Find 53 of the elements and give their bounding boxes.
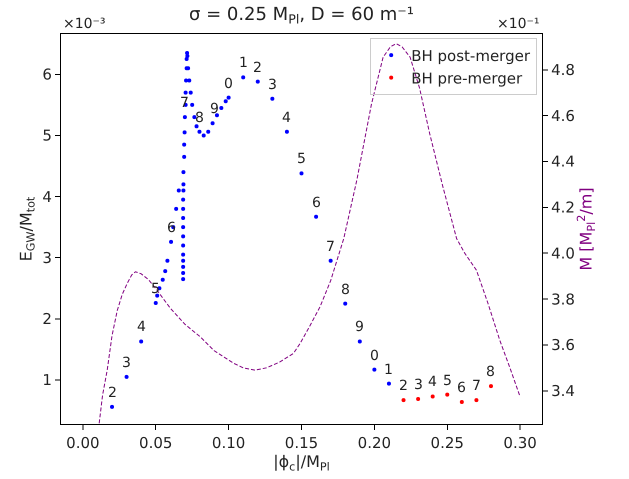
chart-title: σ = 0.25 M$_{Pl}$, D = 60 m⁻¹	[188, 4, 414, 27]
annotation: 6	[312, 195, 321, 211]
annotation: 1	[384, 362, 393, 378]
y-tick-label: 3	[42, 248, 52, 267]
y-tick-label: 5	[42, 126, 52, 145]
y-tick-label: 1	[42, 371, 52, 390]
annotation: 1	[239, 55, 248, 71]
x-tick-label: 0.20	[358, 434, 392, 452]
y2-tick-label: 4.2	[551, 198, 575, 217]
annotation: 9	[355, 319, 364, 335]
x-tick-label: 0.10	[212, 434, 246, 452]
annotation: 4	[282, 110, 291, 126]
x-tick-label: 0.05	[139, 434, 172, 452]
x-axis-title: |ϕ$_{c}$|/M$_{Pl}$	[273, 452, 330, 474]
annotation: 6	[167, 220, 176, 236]
y2-tick-label: 4.6	[551, 106, 575, 125]
y2-tick-label: 4.8	[551, 61, 575, 80]
y2-tick-label: 3.4	[551, 382, 575, 400]
y-tick-label: 6	[42, 66, 52, 84]
x-tick-label: 0.15	[284, 434, 318, 452]
annotation: 7	[472, 378, 481, 394]
annotation: 2	[253, 60, 262, 76]
annotation: 3	[122, 355, 131, 371]
y2-tick-label: 4.4	[551, 152, 575, 171]
annotation: 0	[224, 76, 233, 92]
annotation: 5	[443, 373, 452, 389]
x-tick-label: 0.30	[503, 434, 537, 452]
x-tick-label: 0.00	[66, 434, 100, 452]
annotation: 8	[486, 364, 495, 380]
y2-tick-label: 4.0	[551, 244, 575, 262]
annotation: 7	[326, 239, 335, 255]
annotation: 7	[180, 95, 189, 111]
annotation: 3	[414, 377, 423, 393]
annotation: 8	[195, 110, 204, 126]
annotation: 4	[137, 319, 146, 335]
text: ×10⁻¹	[497, 16, 540, 32]
y2-tick-label: 3.6	[551, 336, 575, 354]
y-tick-label: 2	[42, 310, 52, 328]
x-tick-label: 0.25	[430, 434, 464, 452]
annotation: 2	[108, 385, 117, 401]
annotation: 2	[399, 378, 408, 394]
y2-tick-label: 3.8	[551, 290, 575, 308]
annotation: 4	[428, 374, 437, 390]
annotation: 6	[457, 380, 466, 396]
annotation: 5	[297, 151, 306, 167]
text: ×10⁻³	[63, 16, 106, 32]
annotation: 8	[341, 282, 350, 298]
legend-label: BH post-merger	[411, 47, 531, 65]
annotation: 9	[210, 101, 219, 117]
annotation: 3	[268, 77, 277, 93]
y-tick-label: 4	[42, 188, 52, 206]
legend-label: BH pre-merger	[411, 70, 524, 88]
annotation: 0	[370, 348, 379, 364]
